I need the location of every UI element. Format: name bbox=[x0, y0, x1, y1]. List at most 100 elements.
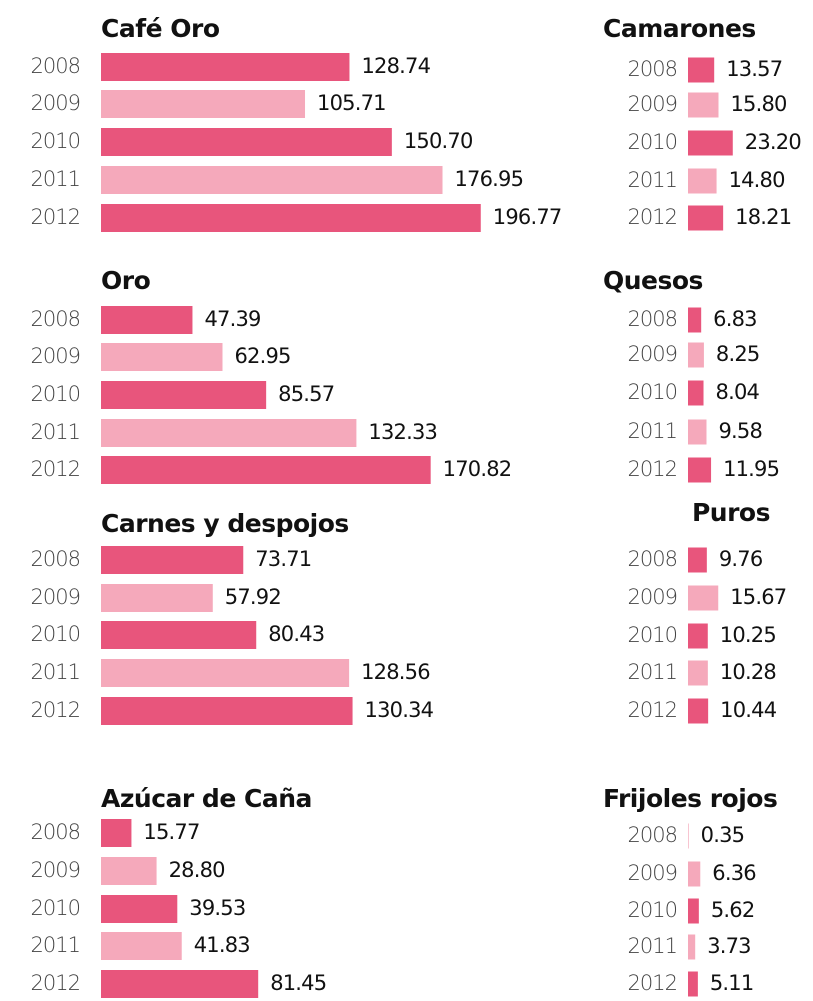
value-label: 9.76 bbox=[719, 547, 763, 571]
value-label: 130.34 bbox=[365, 698, 434, 722]
bar bbox=[688, 698, 709, 724]
year-label: 2012 bbox=[628, 205, 677, 229]
value-label: 80.43 bbox=[268, 622, 324, 646]
bar bbox=[688, 92, 719, 118]
bar bbox=[101, 166, 443, 194]
year-label: 2011 bbox=[31, 420, 80, 444]
bar bbox=[101, 128, 392, 156]
bar bbox=[101, 381, 267, 409]
value-label: 10.25 bbox=[720, 623, 776, 647]
year-label: 2010 bbox=[31, 622, 80, 646]
year-label: 2008 bbox=[31, 54, 80, 78]
bar bbox=[101, 584, 213, 612]
value-label: 128.74 bbox=[361, 54, 430, 78]
year-label: 2009 bbox=[31, 91, 80, 115]
year-label: 2009 bbox=[628, 861, 677, 885]
bar bbox=[688, 660, 708, 686]
year-label: 2008 bbox=[31, 820, 80, 844]
value-label: 6.83 bbox=[713, 307, 757, 331]
year-label: 2012 bbox=[628, 457, 677, 481]
value-label: 10.28 bbox=[720, 660, 776, 684]
year-label: 2008 bbox=[628, 823, 677, 847]
bar bbox=[101, 306, 193, 334]
value-label: 14.80 bbox=[729, 168, 785, 192]
year-label: 2009 bbox=[31, 858, 80, 882]
value-label: 15.67 bbox=[730, 585, 786, 609]
bar bbox=[688, 623, 708, 649]
bar bbox=[101, 932, 182, 960]
value-label: 41.83 bbox=[194, 933, 250, 957]
chart-title: Quesos bbox=[603, 266, 703, 295]
year-label: 2011 bbox=[628, 660, 677, 684]
value-label: 81.45 bbox=[270, 971, 326, 995]
chart-title: Puros bbox=[692, 498, 770, 527]
year-label: 2008 bbox=[628, 547, 677, 571]
chart-title: Camarones bbox=[603, 14, 756, 43]
year-label: 2011 bbox=[31, 167, 80, 191]
year-label: 2010 bbox=[628, 130, 677, 154]
year-label: 2011 bbox=[628, 934, 677, 958]
bar bbox=[101, 857, 157, 885]
value-label: 5.62 bbox=[711, 898, 755, 922]
bar bbox=[101, 546, 244, 574]
year-label: 2008 bbox=[628, 307, 677, 331]
year-label: 2008 bbox=[31, 307, 80, 331]
value-label: 170.82 bbox=[443, 457, 512, 481]
year-label: 2009 bbox=[31, 344, 80, 368]
bar bbox=[101, 895, 178, 923]
year-label: 2012 bbox=[628, 971, 677, 995]
bar bbox=[101, 204, 481, 232]
bar bbox=[688, 419, 707, 445]
year-label: 2010 bbox=[628, 898, 677, 922]
bar bbox=[101, 697, 353, 725]
chart-title: Azúcar de Caña bbox=[101, 784, 312, 813]
year-label: 2011 bbox=[628, 168, 677, 192]
value-label: 8.25 bbox=[716, 342, 760, 366]
bar bbox=[101, 456, 431, 484]
year-label: 2010 bbox=[31, 896, 80, 920]
year-label: 2008 bbox=[31, 547, 80, 571]
bar bbox=[688, 168, 717, 194]
value-label: 8.04 bbox=[716, 380, 760, 404]
value-label: 28.80 bbox=[169, 858, 225, 882]
bar bbox=[101, 53, 350, 81]
value-label: 15.77 bbox=[143, 820, 199, 844]
value-label: 9.58 bbox=[718, 419, 762, 443]
year-label: 2010 bbox=[628, 623, 677, 647]
value-label: 85.57 bbox=[278, 382, 334, 406]
value-label: 39.53 bbox=[189, 896, 245, 920]
bar bbox=[688, 971, 698, 997]
year-label: 2012 bbox=[31, 698, 80, 722]
chart-title: Frijoles rojos bbox=[603, 784, 777, 813]
value-label: 62.95 bbox=[234, 344, 290, 368]
bar bbox=[101, 970, 259, 998]
bar bbox=[688, 547, 707, 573]
year-label: 2009 bbox=[628, 342, 677, 366]
bar bbox=[688, 934, 696, 960]
value-label: 0.35 bbox=[701, 823, 745, 847]
year-label: 2009 bbox=[628, 92, 677, 116]
bar bbox=[688, 457, 712, 483]
value-label: 3.73 bbox=[707, 934, 751, 958]
year-label: 2010 bbox=[31, 382, 80, 406]
value-label: 23.20 bbox=[745, 130, 801, 154]
year-label: 2009 bbox=[31, 585, 80, 609]
value-label: 11.95 bbox=[723, 457, 779, 481]
year-label: 2009 bbox=[628, 585, 677, 609]
bar bbox=[688, 307, 702, 333]
value-label: 6.36 bbox=[712, 861, 756, 885]
value-label: 13.57 bbox=[726, 57, 782, 81]
year-label: 2011 bbox=[31, 660, 80, 684]
bar bbox=[688, 380, 704, 406]
value-label: 150.70 bbox=[404, 129, 473, 153]
value-label: 196.77 bbox=[493, 205, 562, 229]
bar bbox=[688, 342, 704, 368]
value-label: 10.44 bbox=[720, 698, 777, 722]
value-label: 47.39 bbox=[204, 307, 260, 331]
value-label: 128.56 bbox=[361, 660, 430, 684]
value-label: 176.95 bbox=[455, 167, 524, 191]
year-label: 2012 bbox=[31, 205, 80, 229]
bar bbox=[101, 343, 223, 371]
year-label: 2011 bbox=[628, 419, 677, 443]
